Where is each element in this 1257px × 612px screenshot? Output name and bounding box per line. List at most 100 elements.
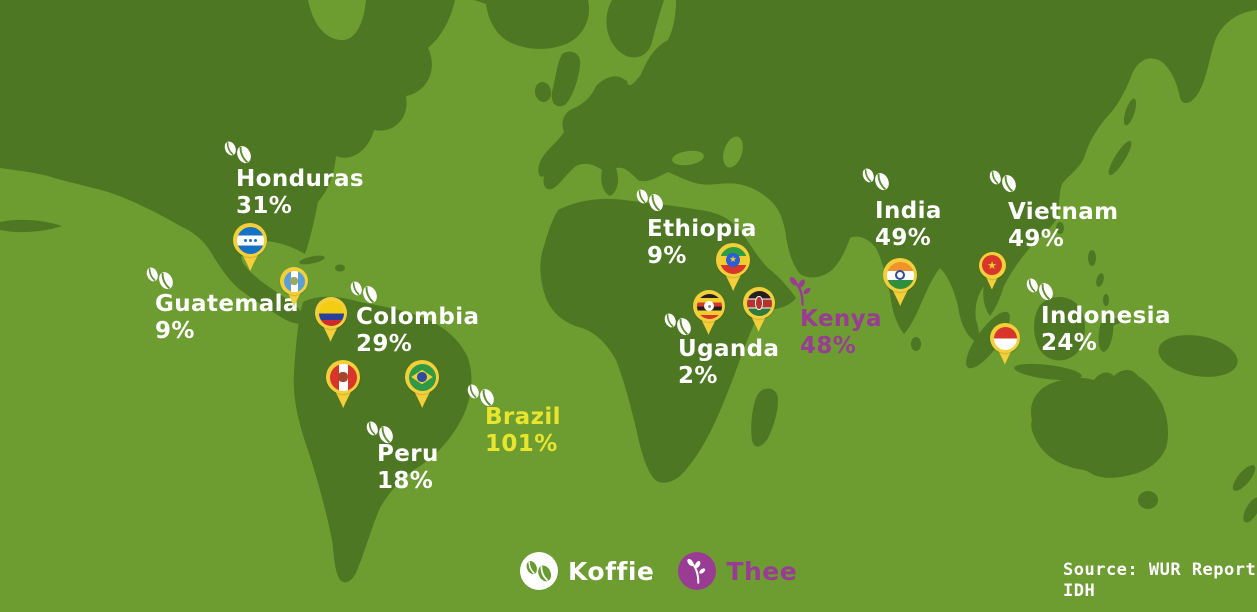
landmass-australia [1030,370,1169,478]
pin-ring [280,267,308,295]
country-name: Honduras [236,166,365,192]
country-label-ethiopia: Ethiopia 9% [647,216,757,270]
map-pin-kenya [743,287,775,337]
tea-sprig-icon [786,276,816,310]
legend-thee-label: Thee [726,556,798,586]
sea-baltic [627,62,641,86]
country-value: 49% [1008,226,1065,252]
island-great-britain [551,51,581,107]
map-pin-peru [326,360,360,413]
coffee-beans-icon [1024,273,1056,309]
map-pin-vietnam: ★ [978,251,1006,294]
country-name: Peru [377,441,439,467]
legend: Koffie Thee [520,552,797,590]
map-pin-indonesia [990,323,1020,370]
island-java [1014,363,1082,381]
country-value: 2% [678,363,718,389]
island-borneo [1034,297,1085,361]
island-sulawesi-arm [1104,317,1124,327]
flag-honduras [236,226,264,254]
map-pin-colombia [315,297,347,347]
country-name: Colombia [356,304,480,330]
pin-ring [315,297,347,329]
country-label-indonesia: Indonesia 24% [1041,303,1171,357]
coffee-beans-icon [987,165,1019,201]
map-pin-ethiopia: ★ [716,243,750,296]
island-ireland [534,82,552,102]
pin-ring: ★ [978,251,1006,279]
country-label-peru: Peru 18% [377,441,439,495]
island-aleutians [0,219,62,233]
source-line-2: IDH [1063,581,1096,601]
landmass-north-america [0,0,455,324]
island-taiwan [1056,222,1064,234]
sea-black [672,150,704,166]
flag-peru [329,363,357,391]
country-label-honduras: Honduras 31% [236,166,364,220]
flag-emblem-dots [243,238,257,242]
flag-brazil [408,363,436,391]
country-value: 18% [377,468,434,494]
flag-uganda [696,293,722,319]
country-value: 48% [800,333,857,359]
island-sri-lanka [911,337,921,351]
island-new-zealand-south [1243,497,1257,523]
pin-ring [743,287,775,319]
flag-kenya [746,290,772,316]
country-label-guatemala: Guatemala 9% [155,291,299,345]
flag-vietnam: ★ [982,255,1002,275]
source-note: Source: WUR Report IDH [1063,560,1256,602]
flag-indonesia [993,326,1017,350]
tea-sprig-icon [678,552,717,590]
pin-ring [883,258,917,292]
country-label-colombia: Colombia 29% [356,304,479,358]
map-pin-guatemala [280,267,308,310]
island-iceland [502,1,543,20]
island-japan-north [1123,98,1137,126]
flag-emblem-disc-star: ★ [725,252,741,268]
map-pin-honduras [233,223,267,276]
landmass-greenland [474,0,590,49]
pin-ring: ★ [716,243,750,277]
country-label-kenya: Kenya 48% [800,306,882,360]
country-name: Brazil [485,404,561,430]
country-name: Kenya [800,306,882,332]
flag-guatemala [283,270,305,292]
island-cuba [299,255,325,265]
map-pin-uganda [693,290,725,340]
pin-ring [405,360,439,394]
country-label-vietnam: Vietnam 49% [1008,199,1119,253]
country-name: Uganda [678,336,780,362]
coffee-beans-icon [144,262,176,298]
pin-ring [233,223,267,257]
flag-emblem-blob [338,371,348,383]
coffee-beans-icon [860,163,892,199]
flag-emblem-blob [290,277,298,285]
flag-emblem-brazil [409,364,436,391]
flag-emblem-star: ★ [987,258,997,272]
sea-caspian [723,136,743,168]
island-hispaniola [335,264,345,272]
legend-item-koffie: Koffie [520,552,654,590]
country-value: 24% [1041,330,1098,356]
island-philippines-1 [1088,250,1096,266]
country-label-india: India 49% [875,198,942,252]
country-name: Ethiopia [647,216,757,242]
country-name: Vietnam [1008,199,1119,225]
island-tasmania [1138,491,1158,509]
flag-india [886,261,914,289]
island-philippines-2 [1096,273,1104,287]
source-line-1: Source: WUR Report [1063,560,1257,580]
country-value: 49% [875,225,932,251]
inland-seas [627,62,743,168]
country-value: 31% [236,193,293,219]
country-value: 9% [155,318,195,344]
island-japan-south [1108,140,1132,176]
pin-ring [326,360,360,394]
coffee-beans-icon [348,276,380,312]
landmass-scandinavia [606,0,664,58]
coffee-beans-icon [634,184,666,220]
legend-item-thee: Thee [678,552,797,590]
